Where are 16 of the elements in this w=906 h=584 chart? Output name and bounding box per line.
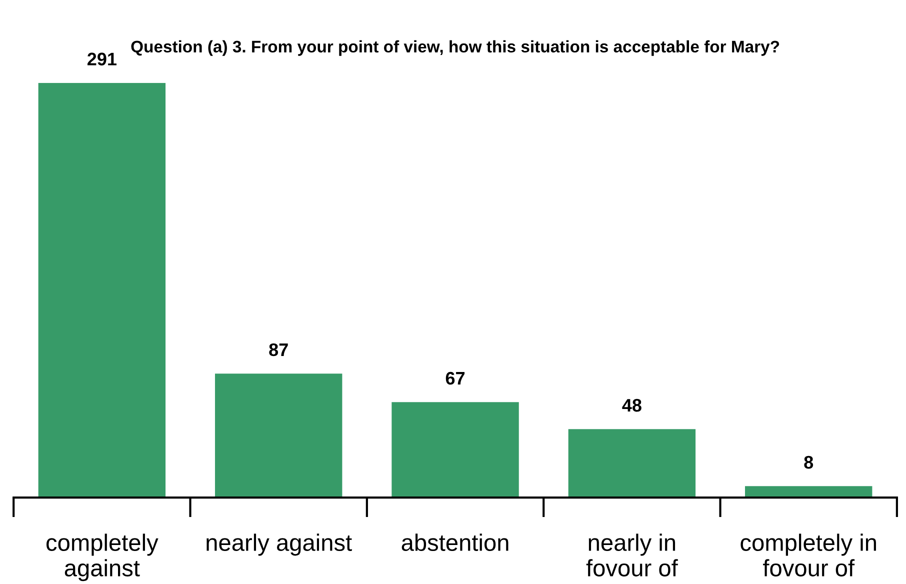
bar (745, 486, 872, 498)
x-tick-label: completely against (46, 534, 158, 582)
data-label: 8 (804, 456, 814, 469)
x-tick-label: nearly against (206, 534, 352, 556)
bar (568, 429, 696, 498)
bar (392, 402, 519, 498)
bar (214, 374, 342, 498)
data-label: 87 (269, 343, 288, 356)
x-tick-label: abstention (402, 534, 508, 552)
x-tick-label: nearly in fovour of (586, 534, 678, 576)
chart-title: Question (a) 3. From your point of view, how this situation is acceptable for Mary? (131, 40, 780, 56)
data-label: 48 (622, 398, 642, 412)
bar (38, 82, 166, 498)
data-label: 67 (446, 372, 465, 385)
x-tick-label: completely in fovour of (740, 534, 876, 576)
data-label: 291 (87, 52, 116, 66)
